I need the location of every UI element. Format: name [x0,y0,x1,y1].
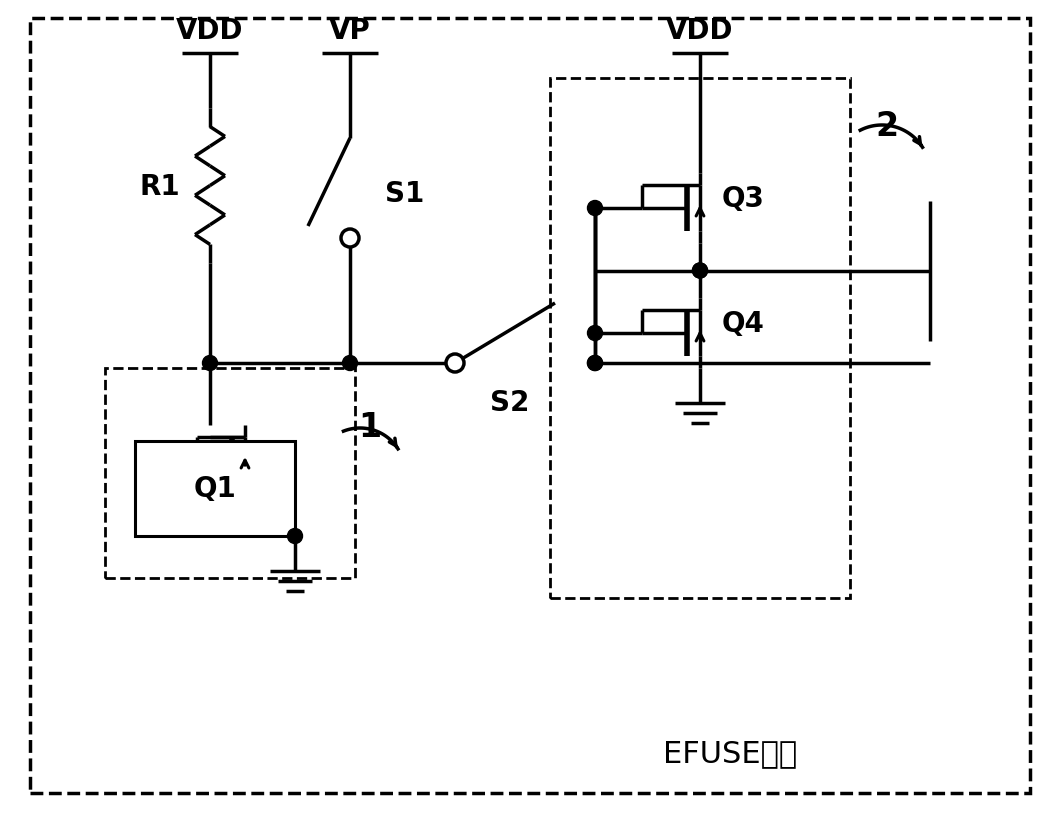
Text: EFUSE电路: EFUSE电路 [663,739,797,768]
Text: S2: S2 [490,388,530,416]
Text: Q3: Q3 [722,185,765,213]
Text: Q4: Q4 [722,310,765,338]
Circle shape [587,356,603,371]
Circle shape [587,356,603,371]
Circle shape [446,354,464,373]
Circle shape [587,326,603,341]
Circle shape [202,356,218,371]
Bar [105,368,355,578]
Circle shape [587,201,603,216]
Bar [135,441,295,537]
Text: 2: 2 [875,109,898,142]
Text: VP: VP [329,17,371,45]
Text: R1: R1 [140,173,180,200]
Text: Q1: Q1 [194,475,237,503]
Circle shape [341,229,359,248]
Text: 1: 1 [359,410,382,443]
Bar [550,79,850,599]
Circle shape [343,356,358,371]
Circle shape [692,263,708,279]
Text: S1: S1 [385,180,424,208]
Text: VDD: VDD [666,17,733,45]
Circle shape [692,263,708,279]
Circle shape [287,529,303,544]
Text: VDD: VDD [177,17,244,45]
